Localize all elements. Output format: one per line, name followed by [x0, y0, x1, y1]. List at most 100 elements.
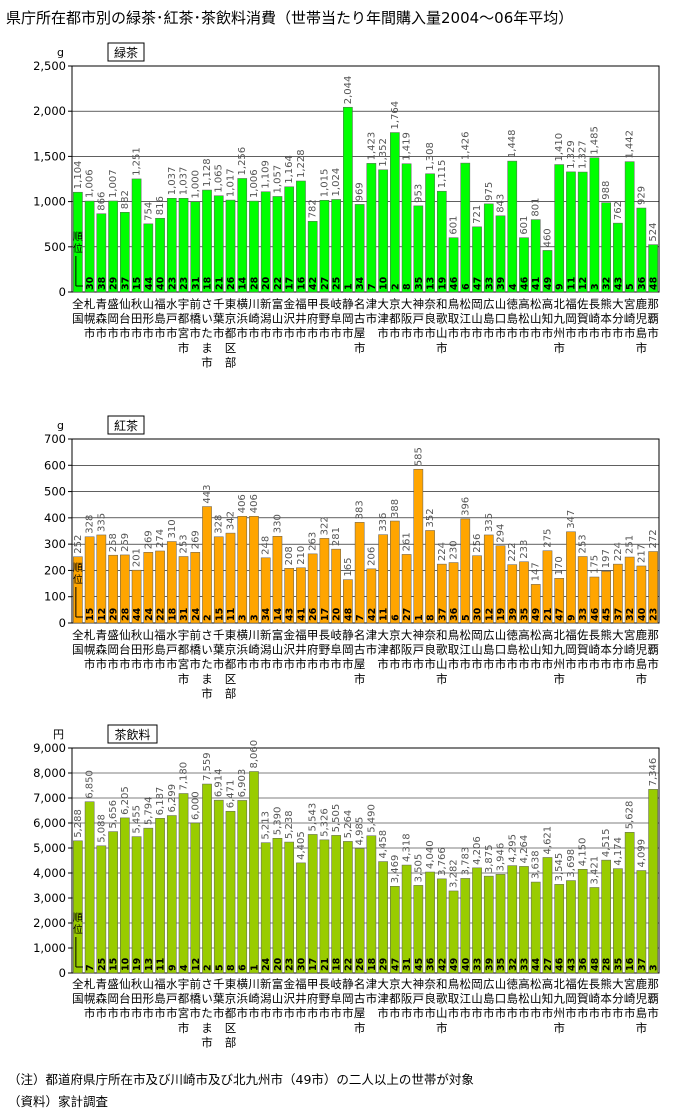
city-label-char: 崎	[248, 312, 260, 326]
rank-label: 4	[508, 283, 519, 290]
y-tick-label: 500	[44, 485, 66, 499]
city-label-char: 台	[119, 643, 131, 657]
city-label-char: た	[201, 657, 213, 671]
bar-value-label: 222	[507, 543, 518, 562]
city-label-char: 京	[225, 992, 237, 1006]
y-tick-label: 2,500	[33, 59, 66, 73]
city-label-char: 市	[154, 326, 166, 340]
bar-value-label: 3,946	[496, 843, 507, 872]
bar	[108, 831, 118, 974]
bar	[96, 213, 107, 293]
bar-value-label: 1,251	[132, 147, 143, 176]
city-label-char: 市	[330, 657, 342, 671]
city-label-char: 甲	[307, 628, 319, 642]
city-label-char: 州	[553, 326, 565, 340]
city-label-char: 市	[366, 312, 378, 326]
bar-value-label: 147	[531, 562, 542, 581]
city-label-char: 九	[553, 643, 565, 657]
rank-label: 18	[332, 957, 343, 971]
city-label-char: 奈	[424, 297, 436, 311]
city-label-char: 市	[577, 657, 589, 671]
city-label-char: 福	[154, 297, 166, 311]
rank-label: 48	[343, 607, 354, 621]
rank-label: 48	[649, 276, 660, 290]
city-label-char: 森	[96, 312, 108, 326]
bar-value-label: 406	[237, 494, 248, 513]
rank-label: 29	[379, 958, 390, 971]
y-tick-label: 700	[44, 432, 66, 446]
bar	[155, 818, 165, 974]
rank-label: 33	[473, 958, 484, 971]
bar-value-label: 1,057	[272, 165, 283, 194]
bar-value-label: 252	[73, 535, 84, 554]
rank-label: 21	[214, 277, 225, 290]
bar-value-label: 882	[120, 190, 131, 209]
city-label-char: 長	[589, 297, 601, 311]
city-label-char: 岐	[330, 297, 342, 311]
city-label-char: 島	[507, 643, 519, 657]
city-label-char: 市	[483, 1006, 495, 1020]
city-label-char: 江	[460, 643, 472, 657]
city-label-char: 岡	[107, 643, 119, 657]
city-label-char: 長	[589, 977, 601, 991]
city-label-char: 崎	[589, 992, 601, 1006]
rank-label: 20	[273, 957, 284, 971]
bar	[577, 556, 588, 624]
city-label-char: 市	[636, 341, 648, 355]
city-label-char: 和	[436, 297, 448, 311]
city-label-char: 市	[201, 1035, 213, 1049]
rank-label: 38	[97, 276, 108, 290]
city-label-char: 鹿	[636, 628, 648, 642]
city-label-char: 市	[354, 1021, 366, 1035]
city-label-char: 島	[507, 992, 519, 1006]
city-label-char: 山	[495, 977, 507, 991]
bar-value-label: 1,764	[390, 101, 401, 130]
city-label-char: 分	[612, 312, 624, 326]
bar-value-label: 1,485	[589, 126, 600, 155]
bar-value-label: 4,150	[578, 838, 589, 867]
bar	[425, 173, 435, 293]
city-label-char: 沢	[283, 992, 295, 1006]
city-label-char: 井	[295, 312, 307, 326]
city-label-char: 市	[389, 1006, 401, 1020]
city-label-char: 市	[107, 1006, 119, 1020]
rank-label: 7	[367, 283, 378, 290]
rank-label: 41	[296, 608, 307, 621]
city-label-char: 松	[518, 312, 530, 326]
rank-label: 7	[85, 964, 96, 971]
bar-value-label: 322	[319, 516, 330, 535]
bar	[636, 565, 647, 624]
city-label-char: 幌	[84, 643, 96, 657]
city-label-char: 松	[460, 628, 472, 642]
bar-value-label: 4,206	[472, 836, 483, 865]
city-label-char: 高	[518, 977, 530, 991]
bar-value-label: 272	[648, 529, 659, 548]
bar-value-label: 7,346	[648, 758, 659, 787]
city-label-char: 富	[272, 628, 284, 642]
city-label-char: 松	[460, 297, 472, 311]
city-label-char: 市	[272, 657, 284, 671]
rank-label: 27	[320, 277, 331, 290]
bar-value-label: 5,628	[625, 801, 636, 830]
y-tick-label: 8,000	[33, 766, 66, 780]
city-label-char: 都	[225, 1006, 237, 1020]
rank-label: 1	[414, 614, 425, 621]
city-label-char: 市	[248, 657, 260, 671]
bar-value-label: 3,469	[390, 855, 401, 884]
rank-label: 8	[426, 614, 437, 621]
rank-label: 2	[203, 964, 214, 971]
city-label-char: 市	[342, 657, 354, 671]
rank-label: 37	[437, 608, 448, 621]
city-label-char: 市	[577, 1006, 589, 1020]
bar	[483, 875, 494, 974]
city-label-char: 市	[424, 657, 436, 671]
rank-label: 21	[543, 608, 554, 621]
city-label-char: 市	[84, 657, 96, 671]
city-label-char: 松	[530, 977, 542, 991]
bar	[84, 801, 95, 974]
city-label-char: 千	[213, 297, 225, 311]
city-label-char: 知	[542, 643, 554, 657]
city-label-char: 岐	[330, 977, 342, 991]
bar-value-label: 6,471	[225, 780, 236, 809]
bar-value-label: 269	[143, 530, 154, 549]
